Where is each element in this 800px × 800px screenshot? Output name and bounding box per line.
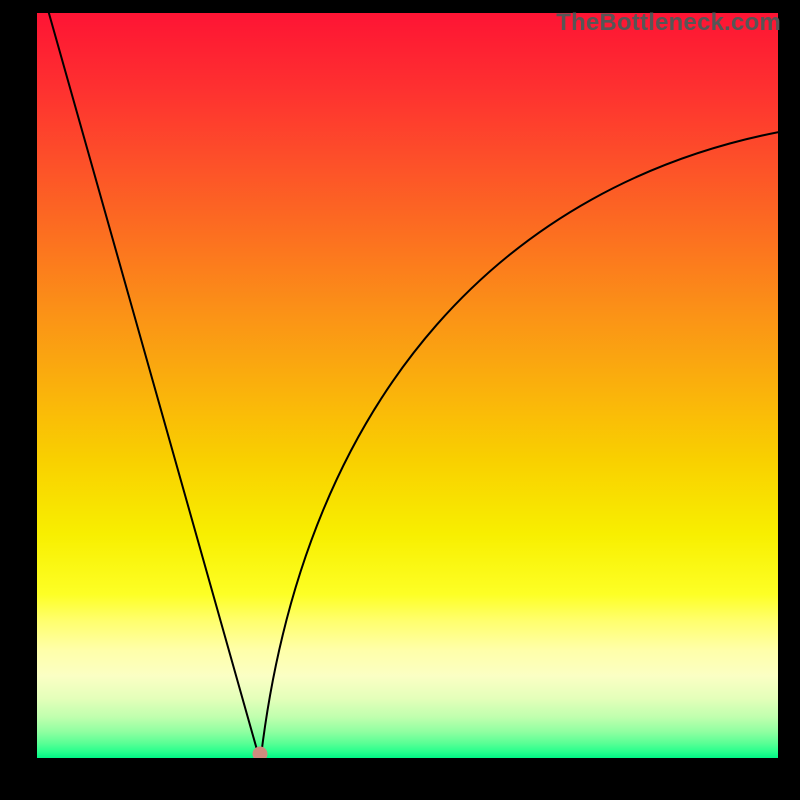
x-tick [147,760,149,768]
x-tick [481,760,483,768]
plot-area [37,13,778,758]
chart-canvas: TheBottleneck.com [0,0,800,800]
x-tick [592,760,594,768]
x-tick [703,760,705,768]
watermark-text: TheBottleneck.com [556,9,781,37]
x-tick [369,760,371,768]
bottleneck-curve [37,13,778,758]
watermark-label: TheBottleneck.com [556,9,781,36]
x-tick [258,760,260,768]
optimum-marker [253,746,268,758]
